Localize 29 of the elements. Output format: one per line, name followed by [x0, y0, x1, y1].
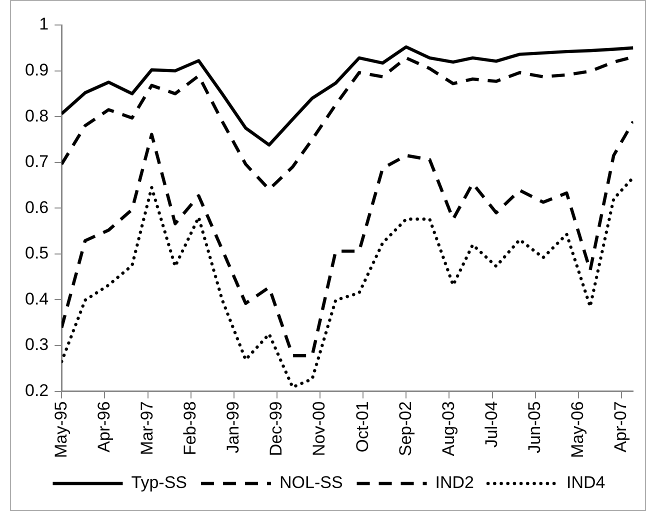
x-tick-label: Jul-04 — [482, 401, 501, 448]
x-tick-label: May-95 — [51, 401, 70, 458]
y-tick-label: 0.3 — [24, 335, 49, 354]
y-tick-label: 0.6 — [24, 198, 49, 217]
line-series — [62, 120, 634, 358]
x-tick-label: May-06 — [568, 401, 588, 458]
x-tick-label: Oct-01 — [352, 401, 372, 452]
x-tick-label: Dec-99 — [266, 401, 286, 456]
y-tick-label: 0.5 — [24, 244, 49, 263]
x-tick-label: Jan-99 — [224, 401, 243, 454]
x-tick-label: Jun-05 — [525, 401, 544, 454]
x-tick-label: Sep-02 — [396, 401, 415, 456]
x-tick-label: Aug-03 — [438, 401, 458, 456]
y-tick-label: 0.7 — [24, 152, 49, 172]
legend-label: IND4 — [566, 473, 606, 492]
y-tick-label: 0.9 — [24, 60, 49, 80]
x-tick-label: Mar-97 — [137, 401, 156, 456]
y-tick-label: 0.2 — [24, 381, 49, 400]
x-tick-label: Apr-07 — [611, 401, 630, 452]
y-tick-label: 1 — [39, 14, 49, 34]
x-tick-label: Feb-98 — [180, 401, 200, 456]
legend-label: NOL-SS — [279, 473, 343, 492]
legend-label: IND2 — [435, 473, 474, 492]
y-tick-label: 0.4 — [24, 289, 49, 308]
y-tick-label: 0.8 — [24, 106, 49, 126]
legend-label: Typ-SS — [131, 473, 187, 492]
line-series — [62, 176, 634, 389]
x-tick-label: Nov-00 — [310, 401, 329, 456]
x-tick-label: Apr-96 — [94, 401, 114, 452]
